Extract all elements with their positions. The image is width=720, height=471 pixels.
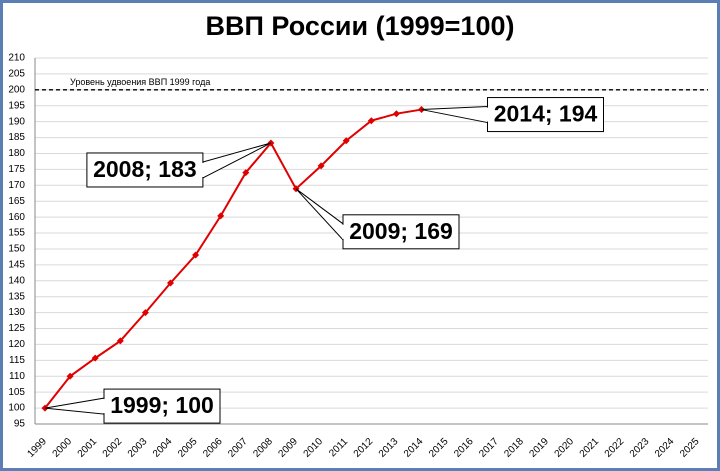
y-tick-label: 115 xyxy=(9,355,25,366)
y-tick-label: 190 xyxy=(8,116,25,127)
data-point xyxy=(367,117,375,125)
y-tick-label: 125 xyxy=(8,323,25,334)
callout-box xyxy=(86,152,204,188)
data-label: 1999; 100 xyxy=(110,392,214,418)
data-point xyxy=(66,372,74,380)
callout: 2014; 194 xyxy=(421,97,604,133)
data-point xyxy=(392,110,400,118)
y-tick-label: 150 xyxy=(8,244,25,255)
data-line xyxy=(44,108,422,409)
y-tick-label: 110 xyxy=(9,371,25,382)
data-point xyxy=(91,354,99,362)
reference-label: Уровень удвоения ВВП 1999 года xyxy=(70,77,210,87)
y-tick-label: 170 xyxy=(8,180,25,191)
y-tick-label: 180 xyxy=(8,148,25,159)
data-label: 2009; 169 xyxy=(349,218,453,244)
y-tick-label: 165 xyxy=(8,196,25,207)
data-point xyxy=(317,162,325,170)
chart-title: ВВП России (1999=100) xyxy=(206,11,515,41)
y-tick-label: 175 xyxy=(8,164,25,175)
data-point xyxy=(217,212,225,220)
y-tick-label: 200 xyxy=(8,84,25,95)
data-point xyxy=(141,309,149,317)
data-label: 2008; 183 xyxy=(93,156,197,182)
callout: 2008; 183 xyxy=(86,142,272,188)
y-tick-label: 130 xyxy=(8,307,25,318)
y-tick-label: 205 xyxy=(8,69,25,80)
callout-box xyxy=(342,214,460,250)
data-point xyxy=(342,137,350,145)
y-tick-label: 140 xyxy=(8,275,25,286)
y-tick-label: 135 xyxy=(8,291,25,302)
data-point xyxy=(167,279,174,287)
data-point xyxy=(116,337,124,345)
y-tick-label: 105 xyxy=(8,387,25,398)
y-tick-label: 100 xyxy=(8,403,25,414)
y-tick-label: 95 xyxy=(14,419,26,430)
data-point xyxy=(192,251,200,259)
y-tick-label: 210 xyxy=(8,53,25,64)
y-tick-label: 160 xyxy=(8,212,25,223)
data-label: 2014; 194 xyxy=(494,101,598,127)
callout: 2009; 169 xyxy=(295,188,460,250)
y-tick-label: 185 xyxy=(8,132,25,143)
callout: 1999; 100 xyxy=(44,388,221,424)
y-tick-label: 120 xyxy=(8,339,25,350)
data-point xyxy=(242,169,250,177)
callout-box xyxy=(103,388,221,424)
y-tick-label: 195 xyxy=(8,100,25,111)
y-tick-label: 155 xyxy=(8,228,25,239)
y-tick-label: 145 xyxy=(8,260,25,271)
